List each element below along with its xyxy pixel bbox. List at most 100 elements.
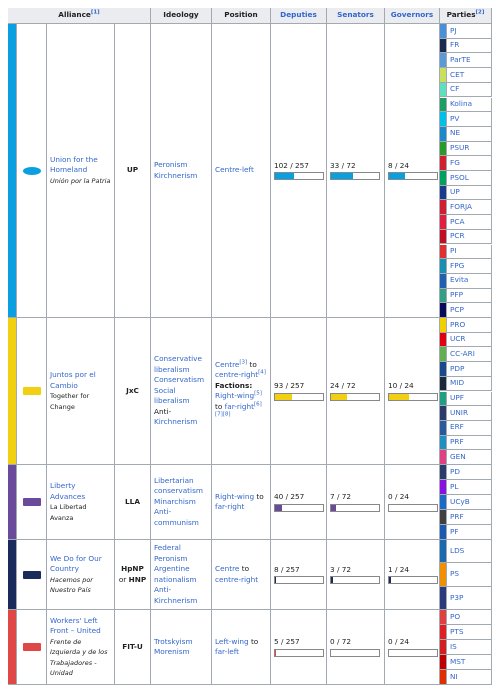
abbr-cell: JxC (115, 318, 151, 465)
header-text: Parties[2] (447, 10, 485, 21)
seat-bar (330, 576, 380, 585)
party-color (440, 610, 447, 625)
header-cell: Alliance[1] (8, 8, 151, 24)
party-cell: MID (447, 376, 492, 392)
abbr-line: UP (127, 165, 138, 176)
party-name: IS (450, 641, 457, 651)
logo (22, 387, 41, 395)
seat-label: 5 / 257 (274, 637, 300, 647)
party-color (440, 480, 447, 495)
party-name: ERF (450, 422, 464, 432)
seat-label: 3 / 72 (330, 564, 352, 574)
party-color (440, 273, 447, 289)
ideology: Kirchnerism (154, 417, 198, 427)
ideology-line: Argentine nationalism (154, 564, 208, 585)
position-line: Right-wing to far-right (215, 492, 267, 513)
party-cell: PDP (447, 362, 492, 377)
abbr-cell: HpNP or HNP (115, 540, 151, 610)
ideology-cell: Conservative liberalism Conservatism Socia… (151, 318, 212, 465)
header-cell: Ideology (151, 8, 212, 24)
position: Centre (215, 564, 240, 573)
position: Right-wing (215, 491, 255, 501)
party-cell: Kolina (447, 97, 492, 113)
position-line: Centre to centre-right (215, 564, 267, 585)
seat-bar (274, 172, 324, 181)
party-color (440, 640, 447, 655)
seat-line: 8 / 257 (274, 565, 323, 576)
party-name: FPG (450, 260, 465, 270)
seat-line: 3 / 72 (330, 565, 381, 576)
alliance-name: We Do for Our Country (50, 553, 102, 574)
position: far-right (224, 401, 255, 411)
party-name: MID (450, 378, 465, 388)
seat-fill (331, 504, 336, 511)
seat-label: 0 / 24 (388, 492, 410, 502)
position-cell: Left-wing to far-left (212, 610, 271, 685)
party-name: PRF (450, 437, 464, 447)
seat-label: 7 / 72 (330, 492, 352, 502)
position-line: Centre-left (215, 165, 267, 176)
header-parties: Parties (446, 10, 476, 20)
seat-label: 1 / 24 (388, 564, 410, 574)
party-color (440, 625, 447, 640)
party-name: PSUR (450, 143, 470, 153)
party-cell: MST (447, 655, 492, 670)
party-cell: PJ (447, 24, 492, 39)
party-name: PRO (450, 319, 466, 329)
alliance-color (8, 318, 17, 465)
position: to (247, 359, 257, 369)
seat-bar (330, 648, 380, 657)
party-name: PL (450, 481, 459, 491)
party-cell: LDS (447, 540, 492, 564)
name-line: We Do for Our Country (50, 554, 111, 575)
party-name: MST (450, 656, 466, 666)
header-cell: Position (212, 8, 271, 24)
ideology-line: Morenism (154, 647, 208, 658)
position: [6] (254, 401, 262, 408)
position-line: Factions: (215, 381, 267, 392)
party-cell: FR (447, 38, 492, 54)
party-name: UNIR (450, 407, 469, 417)
alliance-color (8, 24, 17, 318)
governors-cell: 10 / 24 (385, 318, 440, 465)
seat-bar (274, 648, 324, 657)
party-name: GEN (450, 451, 466, 461)
native-line: Unión por la Patria (50, 176, 111, 187)
party-color (440, 376, 447, 392)
ideology-line: Trotskyism (154, 637, 208, 648)
party-name: PS (450, 569, 460, 579)
ideology-line: Kirchnerism (154, 171, 208, 182)
position-line: Right-wing[5] to far-right[6] (215, 391, 267, 412)
ideology: Anti-communism (154, 507, 199, 527)
party-name: CET (450, 69, 465, 79)
ideology-cell: Libertarian conservatism Minarchism Anti-c… (151, 465, 212, 540)
ideology: Conservative liberalism (154, 354, 202, 374)
seat-bar (388, 576, 438, 585)
party-name: PSOL (450, 172, 469, 182)
party-cell: PTS (447, 625, 492, 640)
ideology: Social liberalism (154, 385, 190, 406)
deputies-cell: 102 / 257 (271, 24, 327, 318)
governors-cell: 1 / 24 (385, 540, 440, 610)
logo-cell (17, 24, 47, 318)
party-name: PRF (450, 511, 464, 521)
logo (22, 498, 41, 506)
party-name: NE (450, 128, 461, 138)
ideology: Minarchism (154, 496, 196, 506)
position: far-left (215, 647, 240, 656)
position: far-right (215, 502, 245, 511)
seat-line: 7 / 72 (330, 492, 381, 503)
abbr-line: HpNP or HNP (118, 564, 147, 585)
party-color (440, 126, 447, 142)
ideology-cell: Peronism Kirchnerism (151, 24, 212, 318)
position: [5] (254, 390, 262, 397)
party-color (440, 525, 447, 540)
ideology: Trotskyism (154, 636, 193, 646)
ideology: Anti- (154, 406, 172, 416)
party-name: Kolina (450, 99, 473, 109)
party-color (440, 171, 447, 186)
party-cell: UNIR (447, 406, 492, 421)
party-name: PCP (450, 304, 464, 314)
party-color (440, 347, 447, 363)
